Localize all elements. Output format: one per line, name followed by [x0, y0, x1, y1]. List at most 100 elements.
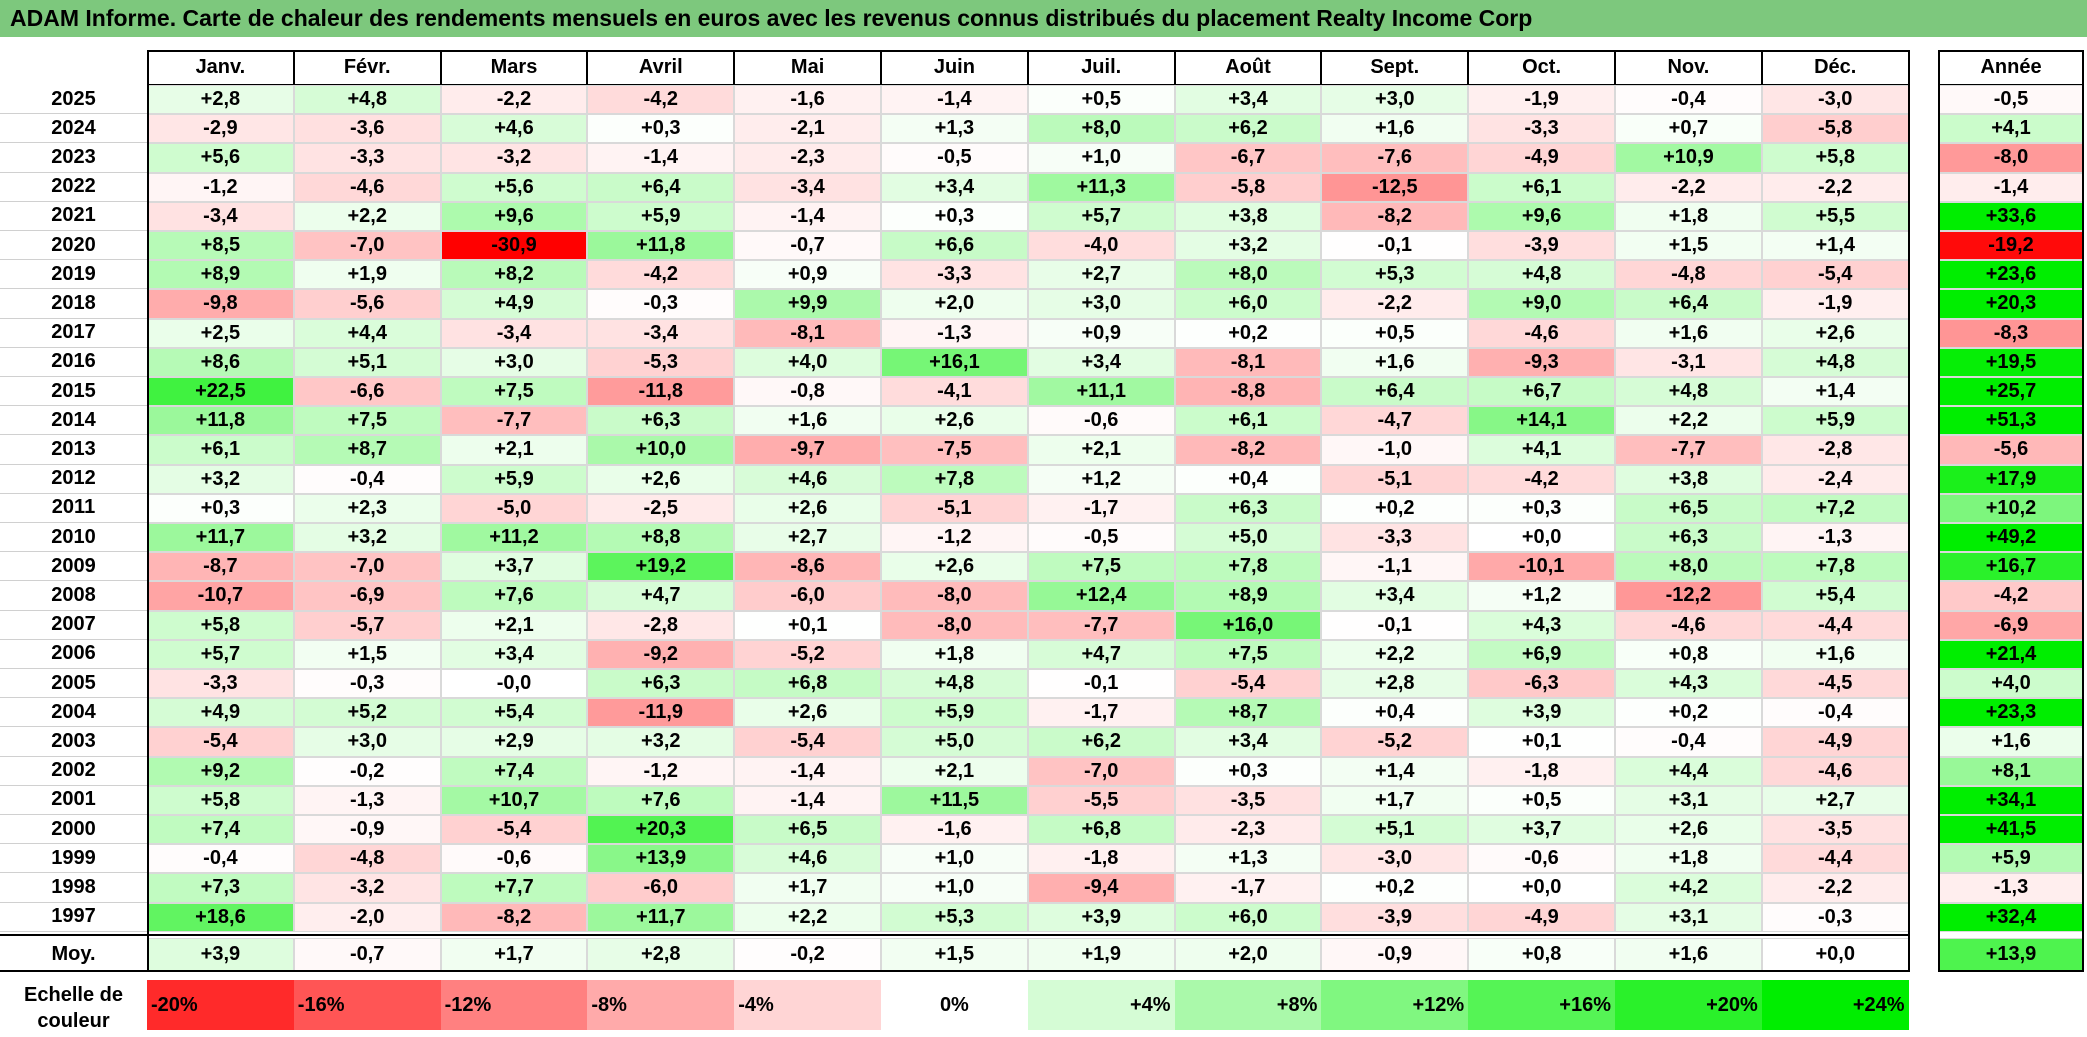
year-label: 2019 [0, 260, 147, 290]
heat-cell: -1,3 [881, 318, 1028, 348]
heat-cell: +7,4 [147, 815, 294, 845]
color-scale-step: +8% [1174, 980, 1322, 1030]
year-label: 2021 [0, 201, 147, 231]
heat-cell: -5,7 [293, 610, 441, 640]
heat-cell: +3,7 [440, 552, 588, 582]
heat-cell: +7,5 [1174, 639, 1322, 669]
heat-cell: -7,7 [440, 406, 588, 436]
year-label: 1998 [0, 873, 147, 903]
year-label: 2006 [0, 639, 147, 669]
heat-cell: +5,0 [881, 727, 1028, 757]
heat-cell: -4,8 [1615, 260, 1762, 290]
heat-cell: +4,8 [293, 85, 441, 115]
heat-cell: +3,1 [1615, 902, 1762, 932]
heat-cell: -11,9 [587, 698, 735, 728]
heat-cell: +5,3 [1321, 260, 1469, 290]
heat-cell: +6,4 [1615, 289, 1762, 319]
heat-cell: +8,5 [147, 231, 294, 261]
month-header: Déc. [1761, 50, 1909, 85]
heat-cell: -3,2 [440, 143, 588, 173]
heat-cell: +9,2 [147, 756, 294, 786]
heat-cell: +6,9 [1468, 639, 1615, 669]
heat-cell: -12,2 [1615, 581, 1762, 611]
average-cell: +1,5 [881, 937, 1028, 972]
year-label: 2009 [0, 552, 147, 582]
year-total-header: Année [1938, 50, 2084, 85]
year-label: 2012 [0, 464, 147, 494]
heat-cell: +6,3 [1174, 493, 1322, 523]
year-label: 2003 [0, 727, 147, 757]
heat-cell: +6,1 [147, 435, 294, 465]
annual-cell: +20,3 [1938, 289, 2084, 319]
year-label: 2024 [0, 114, 147, 144]
heat-cell: -5,8 [1174, 172, 1322, 202]
heat-cell: +6,3 [587, 669, 735, 699]
heat-cell: -5,4 [440, 815, 588, 845]
average-cell: -0,2 [734, 937, 881, 972]
heat-cell: -3,3 [147, 669, 294, 699]
heat-cell: -0,7 [734, 231, 881, 261]
heat-cell: -3,6 [293, 114, 441, 144]
heat-cell: -3,3 [293, 143, 441, 173]
heat-cell: +0,2 [1321, 873, 1469, 903]
heat-cell: -1,3 [1761, 523, 1909, 553]
average-cell: +3,9 [147, 937, 294, 972]
heat-cell: -2,8 [587, 610, 735, 640]
average-annual-cell: +13,9 [1938, 937, 2084, 972]
heat-cell: -2,2 [1761, 172, 1909, 202]
heat-cell: -4,2 [587, 85, 735, 115]
heat-cell: +1,2 [1468, 581, 1615, 611]
heat-cell: -5,2 [734, 639, 881, 669]
heat-cell: +5,0 [1174, 523, 1322, 553]
year-label: 2005 [0, 669, 147, 699]
heat-cell: +6,1 [1468, 172, 1615, 202]
heat-cell: +4,4 [293, 318, 441, 348]
heat-cell: -2,2 [1761, 873, 1909, 903]
heat-cell: +1,0 [1027, 143, 1175, 173]
heat-cell: -0,3 [587, 289, 735, 319]
heat-cell: +4,2 [1615, 873, 1762, 903]
year-label: 2000 [0, 815, 147, 845]
heat-cell: +3,2 [147, 464, 294, 494]
heat-cell: +5,9 [440, 464, 588, 494]
heat-cell: -0,1 [1321, 231, 1469, 261]
heat-cell: +8,0 [1027, 114, 1175, 144]
heat-cell: +6,4 [1321, 377, 1469, 407]
heat-cell: +5,1 [293, 347, 441, 377]
heat-cell: +11,3 [1027, 172, 1175, 202]
heat-cell: +3,9 [1468, 698, 1615, 728]
annual-cell: -5,6 [1938, 435, 2084, 465]
heat-cell: +7,5 [440, 377, 588, 407]
heat-cell: +8,9 [147, 260, 294, 290]
annual-cell: -4,2 [1938, 581, 2084, 611]
heat-cell: +2,5 [147, 318, 294, 348]
year-label: 2011 [0, 493, 147, 523]
heat-cell: -1,0 [1321, 435, 1469, 465]
heat-cell: +5,9 [587, 201, 735, 231]
heat-cell: +3,7 [1468, 815, 1615, 845]
heat-cell: -4,4 [1761, 610, 1909, 640]
color-scale-step: -20% [147, 980, 294, 1030]
heat-cell: +11,5 [881, 785, 1028, 815]
heat-cell: -2,2 [1615, 172, 1762, 202]
heat-cell: -0,4 [1761, 698, 1909, 728]
heat-cell: -9,2 [587, 639, 735, 669]
heat-cell: +20,3 [587, 815, 735, 845]
annual-cell: +34,1 [1938, 785, 2084, 815]
heat-cell: +1,3 [1174, 844, 1322, 874]
heat-cell: -4,9 [1468, 902, 1615, 932]
annual-cell: +5,9 [1938, 844, 2084, 874]
annual-cell: +8,1 [1938, 756, 2084, 786]
heat-cell: +0,4 [1321, 698, 1469, 728]
heat-cell: -7,5 [881, 435, 1028, 465]
heat-cell: +2,2 [1615, 406, 1762, 436]
heat-cell: +0,3 [1468, 493, 1615, 523]
heat-cell: +8,7 [1174, 698, 1322, 728]
annual-cell: +4,0 [1938, 669, 2084, 699]
heat-cell: +3,4 [1321, 581, 1469, 611]
month-header: Sept. [1321, 50, 1469, 85]
heat-cell: -2,5 [587, 493, 735, 523]
year-label: 2018 [0, 289, 147, 319]
heat-cell: +2,6 [1761, 318, 1909, 348]
heat-cell: -4,4 [1761, 844, 1909, 874]
